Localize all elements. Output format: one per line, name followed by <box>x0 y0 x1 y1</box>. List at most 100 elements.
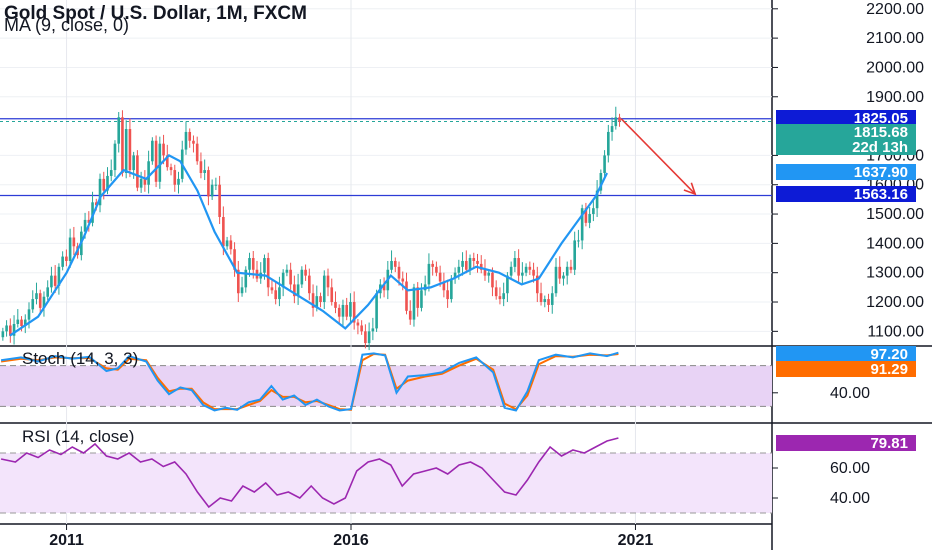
candle-body <box>173 170 177 185</box>
candle-body <box>9 325 12 336</box>
stoch-tick-label: 40.00 <box>830 385 870 402</box>
candle-body <box>94 202 98 206</box>
candle-body <box>521 272 524 276</box>
candle-body <box>319 296 322 303</box>
stoch-d-tag: 91.29 <box>870 361 908 378</box>
candle-body <box>266 258 270 288</box>
candle-body <box>106 175 109 191</box>
candle-body <box>457 266 461 273</box>
stoch-k-line <box>0 351 619 412</box>
chart-title: Gold Spot / U.S. Dollar, 1M, FXCM <box>4 3 307 24</box>
candle-body <box>326 275 330 288</box>
candle-body <box>251 258 255 270</box>
y-tick-label: 1100.00 <box>867 323 924 340</box>
candle-body <box>349 302 352 317</box>
stoch-band <box>0 365 772 407</box>
candle-body <box>337 307 341 317</box>
candle-body <box>356 322 360 326</box>
candle-body <box>124 129 128 173</box>
candle-body <box>472 258 476 261</box>
candle-body <box>416 287 420 308</box>
candle-body <box>513 258 517 267</box>
candle-body <box>573 240 576 270</box>
candle-body <box>547 299 550 305</box>
stoch-d-tag-bg <box>776 361 916 377</box>
candle-body <box>491 272 494 288</box>
candle-body <box>550 293 554 305</box>
candle-body <box>554 266 558 294</box>
candle-body <box>364 331 367 344</box>
candle-body <box>136 155 139 188</box>
candle-body <box>98 178 102 206</box>
candle-body <box>143 178 147 185</box>
candle-body <box>592 208 595 215</box>
rsi-tick-label: 60.00 <box>830 460 870 477</box>
arrow-head <box>683 182 697 196</box>
candle-body <box>584 208 588 223</box>
candle-body <box>35 293 38 300</box>
candle-body <box>304 269 307 276</box>
candle-body <box>128 129 132 171</box>
candle-body <box>506 275 509 294</box>
candle-body <box>210 184 214 197</box>
candle-body <box>330 287 334 303</box>
candle-body <box>468 258 472 270</box>
candle-body <box>177 178 180 185</box>
candle-body <box>50 275 53 288</box>
candle-body <box>311 293 315 308</box>
price-tag-countdown-bg <box>776 139 916 155</box>
rsi-tick-label: 40.00 <box>830 490 870 507</box>
candle-body <box>139 178 143 188</box>
y-tick-label: 1900.00 <box>866 89 924 106</box>
candle-body <box>12 324 16 336</box>
candle-body <box>132 155 135 171</box>
moving-average <box>9 154 608 337</box>
candle-body <box>393 260 397 267</box>
x-tick-label: 2021 <box>618 532 654 549</box>
y-tick-label: 2200.00 <box>866 1 924 18</box>
candle-body <box>322 275 326 303</box>
candle-body <box>565 266 569 276</box>
grid <box>0 0 772 524</box>
y-tick-label: 1500.00 <box>866 206 924 223</box>
y-tick-label: 1300.00 <box>866 265 924 282</box>
candle-body <box>408 310 412 320</box>
candle-body <box>5 325 8 332</box>
price-tag-ma-bg <box>776 164 916 180</box>
candle-body <box>532 269 535 276</box>
candle-body <box>442 281 446 291</box>
candle-body <box>293 284 296 297</box>
candle-body <box>248 258 251 270</box>
candle-body <box>558 266 562 279</box>
candle-body <box>595 190 599 209</box>
stoch-d-line <box>0 352 619 411</box>
candle-body <box>188 131 192 141</box>
candle-body <box>539 293 543 303</box>
candle-body <box>162 143 165 156</box>
candle-body <box>281 272 285 288</box>
candle-body <box>431 263 434 267</box>
candle-body <box>412 287 416 320</box>
candle-body <box>405 281 408 311</box>
candle-body <box>461 260 464 267</box>
candle-body <box>278 287 281 300</box>
candle-body <box>222 216 225 247</box>
candle-body <box>102 178 106 191</box>
candle-body <box>65 256 68 261</box>
candle-body <box>435 266 438 273</box>
candle-body <box>588 214 591 223</box>
candle-body <box>218 184 221 217</box>
y-tick-label: 1400.00 <box>866 235 924 252</box>
candle-body <box>446 290 449 300</box>
candle-body <box>483 269 487 276</box>
candle-body <box>308 275 311 294</box>
candle-body <box>16 319 20 325</box>
candle-body <box>274 290 277 300</box>
candle-body <box>165 155 169 168</box>
price-tag-support: 1563.16 <box>854 186 908 203</box>
candle-body <box>296 284 300 297</box>
candle-body <box>240 287 244 294</box>
candle-body <box>341 304 345 317</box>
candle-body <box>401 278 405 282</box>
